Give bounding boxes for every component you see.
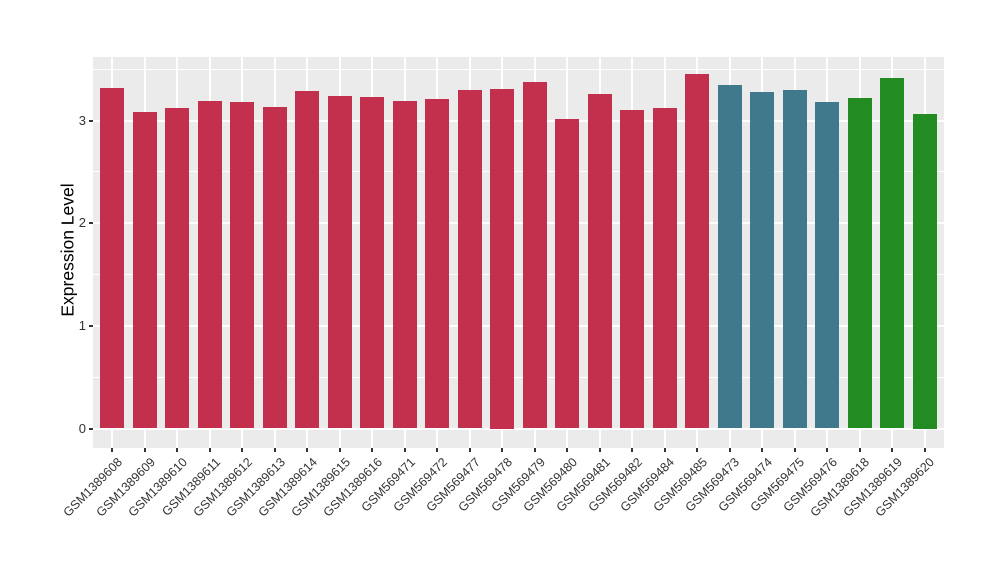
bar-GSM1389615 <box>327 95 352 429</box>
gridline-major <box>93 324 944 327</box>
x-axis-tick <box>631 448 634 452</box>
x-axis-tick <box>696 448 699 452</box>
y-axis-tick <box>89 119 93 122</box>
x-axis-tick <box>566 448 569 452</box>
gridline-major <box>93 119 944 122</box>
y-tick-label: 0 <box>78 420 86 436</box>
x-axis-tick <box>371 448 374 452</box>
x-axis-tick <box>176 448 179 452</box>
x-axis-tick <box>403 448 406 452</box>
x-axis-tick <box>208 448 211 452</box>
x-axis-tick <box>241 448 244 452</box>
y-tick-label: 1 <box>78 317 86 333</box>
gridline-major <box>93 222 944 225</box>
bar-GSM1389613 <box>262 107 287 429</box>
y-tick-label: 2 <box>78 215 86 231</box>
gridline-minor <box>93 171 944 173</box>
y-axis-tick <box>89 324 93 327</box>
bar-GSM569471 <box>392 101 417 429</box>
gridline-minor <box>93 274 944 276</box>
x-axis-tick <box>533 448 536 452</box>
y-axis-tick <box>89 222 93 225</box>
plot-panel <box>93 57 944 448</box>
bar-GSM569478 <box>490 88 515 429</box>
bar-GSM1389619 <box>880 77 905 429</box>
x-axis-tick <box>728 448 731 452</box>
bar-GSM569479 <box>522 81 547 429</box>
gridline-major <box>93 427 944 430</box>
x-axis-tick <box>501 448 504 452</box>
bar-GSM1389614 <box>295 90 320 429</box>
x-axis-tick <box>436 448 439 452</box>
y-axis-tick <box>89 427 93 430</box>
x-axis-tick <box>891 448 894 452</box>
bar-GSM569477 <box>457 89 482 429</box>
bar-GSM1389611 <box>197 101 222 429</box>
x-axis-tick <box>273 448 276 452</box>
x-axis-tick <box>143 448 146 452</box>
x-axis-tick <box>663 448 666 452</box>
x-axis-tick <box>306 448 309 452</box>
bar-GSM569485 <box>685 74 710 429</box>
bar-GSM1389609 <box>132 112 157 429</box>
x-axis-tick <box>923 448 926 452</box>
x-axis-tick <box>468 448 471 452</box>
bar-GSM569473 <box>717 84 742 429</box>
x-axis-tick <box>858 448 861 452</box>
bar-GSM1389608 <box>100 87 125 429</box>
bar-GSM569481 <box>587 93 612 429</box>
x-axis-tick <box>761 448 764 452</box>
bar-GSM569482 <box>620 110 645 429</box>
bar-GSM1389612 <box>230 102 255 429</box>
bar-GSM1389616 <box>360 97 385 429</box>
bar-GSM1389610 <box>165 108 190 429</box>
x-axis-tick <box>793 448 796 452</box>
bar-GSM1389620 <box>912 114 937 429</box>
bar-GSM569472 <box>425 99 450 429</box>
x-axis-tick <box>598 448 601 452</box>
bar-GSM569476 <box>815 102 840 429</box>
bar-GSM569475 <box>782 89 807 429</box>
bar-GSM569484 <box>652 108 677 429</box>
x-axis-tick <box>826 448 829 452</box>
gridline-minor <box>93 68 944 70</box>
x-axis-tick <box>111 448 114 452</box>
y-tick-label: 3 <box>78 112 86 128</box>
y-axis-title: Expression Level <box>57 183 78 317</box>
bar-GSM569474 <box>750 91 775 429</box>
x-axis-tick <box>338 448 341 452</box>
bar-GSM569480 <box>555 118 580 429</box>
bar-GSM1389618 <box>847 98 872 429</box>
gridline-minor <box>93 376 944 378</box>
